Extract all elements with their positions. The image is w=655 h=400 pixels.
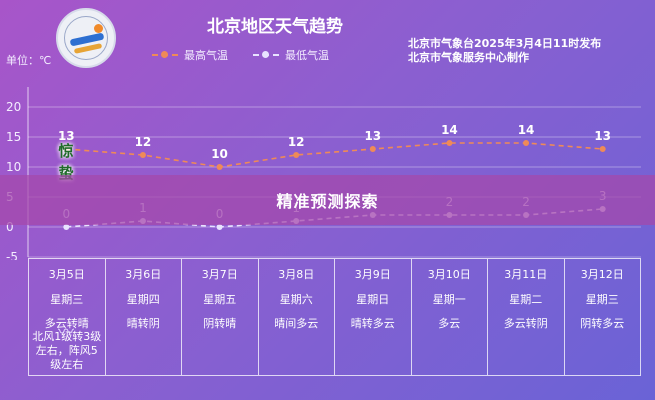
data-label: 13: [58, 129, 75, 143]
data-label: 12: [288, 135, 305, 149]
data-point: [446, 140, 453, 146]
forecast-weather: 晴间多云: [274, 317, 319, 330]
data-label: 13: [594, 129, 611, 143]
forecast-weekday: 星期三: [585, 293, 619, 306]
forecast-day: 3月6日 星期四 晴转阴: [106, 259, 182, 375]
y-tick-label: 0: [6, 220, 14, 234]
publisher-info: 北京市气象台2025年3月4日11时发布 北京市气象服务中心制作: [408, 37, 601, 65]
legend-high-swatch: [152, 51, 178, 58]
data-point: [523, 140, 530, 146]
data-point: [216, 164, 223, 170]
forecast-weather: 晴转阴: [126, 317, 160, 330]
forecast-weekday: 星期日: [356, 293, 390, 306]
unit-label: 单位：℃: [6, 54, 52, 67]
legend-low-label: 最低气温: [285, 49, 329, 62]
publisher-line-2: 北京市气象服务中心制作: [408, 51, 529, 64]
forecast-day: 3月7日 星期五 阴转晴: [182, 259, 259, 375]
y-tick-label: 10: [6, 160, 21, 174]
data-label: 13: [364, 129, 381, 143]
forecast-weekday: 星期二: [509, 293, 543, 306]
data-point: [63, 224, 70, 230]
legend-low-swatch: [253, 51, 279, 58]
y-tick-label: 15: [6, 130, 21, 144]
forecast-weather: 多云转晴: [44, 317, 89, 330]
data-label: 10: [211, 147, 228, 161]
forecast-date: 3月9日: [354, 268, 391, 281]
forecast-weekday: 星期六: [279, 293, 313, 306]
y-tick-label: 20: [6, 100, 21, 114]
y-tick-label: -5: [6, 250, 18, 260]
forecast-day: 3月11日 星期二 多云转阴: [488, 259, 565, 375]
logo-sun-icon: [94, 24, 103, 33]
forecast-date: 3月11日: [504, 268, 548, 281]
forecast-date: 3月7日: [201, 268, 238, 281]
forecast-weekday: 星期一: [432, 293, 466, 306]
page-title: 北京地区天气趋势: [207, 17, 343, 37]
forecast-weather: 多云转阴: [503, 317, 548, 330]
forecast-day: 3月10日 星期一 多云: [412, 259, 488, 375]
forecast-date: 3月8日: [278, 268, 315, 281]
legend-low: 最低气温: [253, 47, 329, 63]
forecast-date: 3月5日: [48, 268, 85, 281]
legend-high-label: 最高气温: [184, 49, 228, 62]
forecast-date: 3月12日: [580, 268, 624, 281]
forecast-weekday: 星期五: [203, 293, 237, 306]
logo-ring: [64, 16, 108, 60]
data-label: 14: [441, 123, 458, 137]
forecast-wind: 北风1级转3级左右，阵风5级左右: [32, 330, 102, 371]
forecast-weather: 多云: [438, 317, 461, 330]
data-point: [599, 146, 606, 152]
forecast-weekday: 星期三: [50, 293, 84, 306]
forecast-date: 3月6日: [125, 268, 162, 281]
data-point: [293, 152, 300, 158]
data-label: 12: [135, 135, 152, 149]
data-point: [63, 146, 70, 152]
forecast-table: 3月5日 星期三 多云转晴 北风1级转3级左右，阵风5级左右 3月6日 星期四 …: [28, 258, 641, 376]
data-point: [216, 224, 223, 230]
weather-service-logo: [56, 8, 116, 68]
forecast-weather: 阴转晴: [203, 317, 237, 330]
forecast-date: 3月10日: [427, 268, 471, 281]
overlay-banner: 精准预测探索: [0, 175, 655, 225]
banner-text: 精准预测探索: [276, 192, 379, 211]
legend-high: 最高气温: [152, 47, 228, 63]
publisher-line-1: 北京市气象台2025年3月4日11时发布: [408, 37, 602, 50]
forecast-day: 3月12日 星期三 阴转多云: [565, 259, 641, 375]
forecast-day: 3月9日 星期日 晴转多云: [335, 259, 412, 375]
data-point: [369, 146, 376, 152]
forecast-weekday: 星期四: [126, 293, 160, 306]
wind-icon: 〰: [58, 322, 75, 341]
data-label: 14: [518, 123, 535, 137]
series-line: [66, 142, 603, 168]
forecast-day: 3月8日 星期六 晴间多云: [259, 259, 335, 375]
forecast-weather: 晴转多云: [350, 317, 395, 330]
forecast-weather: 阴转多云: [580, 317, 625, 330]
data-point: [139, 152, 146, 158]
forecast-day: 3月5日 星期三 多云转晴 北风1级转3级左右，阵风5级左右: [29, 259, 106, 375]
